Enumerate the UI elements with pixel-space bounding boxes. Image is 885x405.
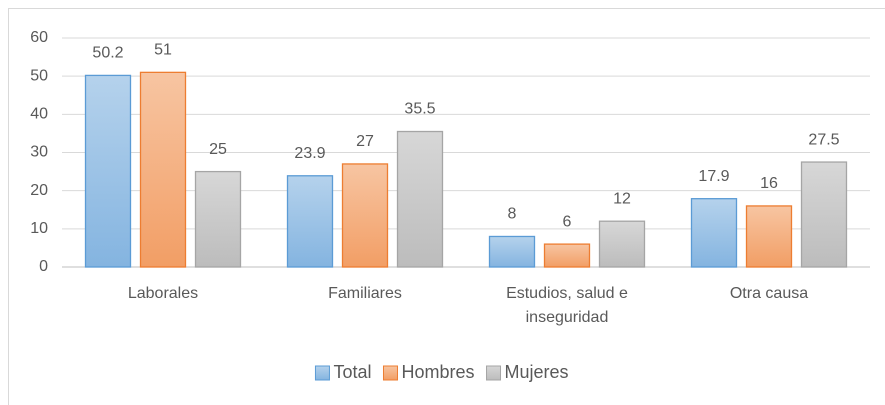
legend-swatch [314, 365, 330, 381]
data-label: 16 [760, 175, 778, 192]
y-tick-label: 0 [39, 258, 48, 275]
bar [488, 235, 536, 268]
bar [598, 220, 646, 268]
bar [543, 243, 591, 268]
bar [690, 198, 738, 268]
y-tick-label: 10 [30, 220, 48, 237]
x-tick-label: Estudios, salud e inseguridad [506, 285, 628, 326]
bar [341, 163, 389, 268]
data-label: 35.5 [404, 101, 435, 118]
bar [800, 161, 848, 268]
legend-label: Total [333, 362, 371, 382]
y-tick-label: 20 [30, 182, 48, 199]
data-label: 12 [613, 190, 631, 207]
legend-label: Hombres [401, 362, 474, 382]
y-tick-label: 50 [30, 67, 48, 84]
bar [194, 170, 242, 268]
y-tick-label: 30 [30, 144, 48, 161]
data-label: 23.9 [294, 145, 325, 162]
data-label: 51 [154, 42, 172, 59]
data-label: 8 [508, 206, 517, 223]
data-label: 27.5 [808, 131, 839, 148]
data-label: 25 [209, 141, 227, 158]
y-tick-label: 40 [30, 106, 48, 123]
legend-label: Mujeres [505, 362, 569, 382]
legend-swatch [382, 365, 398, 381]
x-tick-label: Otra causa [729, 285, 809, 302]
bar [84, 74, 132, 268]
data-label: 27 [356, 133, 374, 150]
bar [139, 71, 187, 268]
chart-frame [8, 8, 885, 405]
bar [286, 175, 334, 268]
legend-swatch [486, 365, 502, 381]
bar [396, 130, 444, 268]
y-tick-label: 60 [30, 29, 48, 46]
x-tick-label: Familiares [328, 285, 402, 302]
bar [745, 205, 793, 268]
data-label: 50.2 [92, 45, 123, 62]
x-tick-label: Laborales [127, 285, 199, 302]
data-label: 6 [563, 213, 572, 230]
data-label: 17.9 [698, 168, 729, 185]
